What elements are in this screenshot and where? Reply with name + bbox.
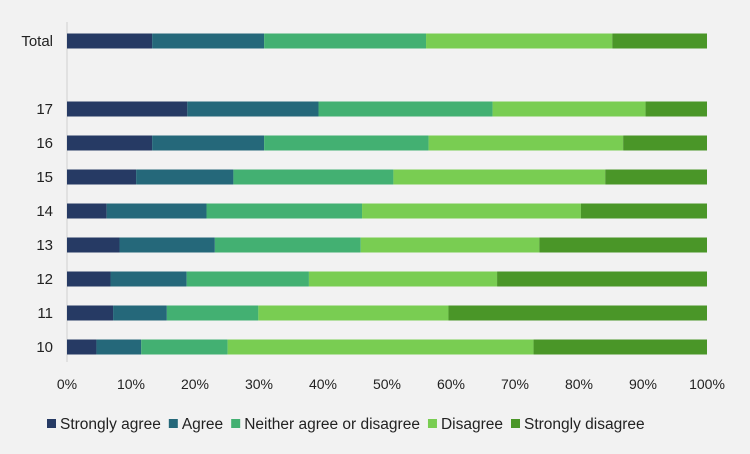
x-tick-label-20: 20%: [181, 376, 209, 392]
legend-swatch-neither-agree-or-disagree: [231, 419, 241, 428]
bar-15-agree: [136, 169, 234, 185]
x-tick-label-80: 80%: [565, 376, 593, 392]
bar-17-neither-agree-or-disagree: [318, 101, 493, 117]
x-axis-ticks: 0% 10% 20% 30% 40% 50% 60% 70% 80% 90% 100%: [57, 376, 725, 392]
category-label-12: 12: [36, 271, 53, 288]
legend-swatch-agree: [168, 419, 178, 428]
bars-layer: [67, 33, 707, 355]
bar-16-disagree: [428, 135, 624, 151]
bar-11-agree: [113, 305, 167, 321]
x-tick-label-50: 50%: [373, 376, 401, 392]
bar-10-agree: [96, 339, 142, 355]
bar-16-strongly-disagree: [623, 135, 707, 151]
bar-14-neither-agree-or-disagree: [206, 203, 363, 219]
bar-17-disagree: [492, 101, 646, 117]
category-labels: Total 17 16 15 14 13 12 11 10: [21, 33, 53, 356]
legend-label-disagree: Disagree: [441, 416, 503, 433]
bar-total-disagree: [426, 33, 613, 49]
x-tick-label-10: 10%: [117, 376, 145, 392]
bar-16-strongly-agree: [67, 135, 153, 151]
category-label-13: 13: [36, 237, 53, 254]
category-label-11: 11: [37, 305, 53, 322]
bar-12-strongly-agree: [67, 271, 111, 287]
bar-17-strongly-disagree: [645, 101, 707, 117]
x-tick-label-0: 0%: [57, 376, 77, 392]
bar-11-neither-agree-or-disagree: [166, 305, 259, 321]
x-tick-label-40: 40%: [309, 376, 337, 392]
x-tick-label-90: 90%: [629, 376, 657, 392]
bar-10-neither-agree-or-disagree: [141, 339, 228, 355]
category-label-total: Total: [21, 33, 53, 50]
bar-11-strongly-disagree: [448, 305, 707, 321]
bar-17-strongly-agree: [67, 101, 188, 117]
bar-13-disagree: [360, 237, 540, 253]
bar-14-strongly-disagree: [580, 203, 707, 219]
bar-16-neither-agree-or-disagree: [264, 135, 429, 151]
bar-10-disagree: [227, 339, 534, 355]
category-label-17: 17: [36, 101, 53, 118]
category-label-15: 15: [36, 169, 53, 186]
bar-12-neither-agree-or-disagree: [186, 271, 309, 287]
bar-15-strongly-agree: [67, 169, 137, 185]
bar-total-strongly-agree: [67, 33, 153, 49]
bar-total-agree: [152, 33, 265, 49]
category-label-10: 10: [36, 339, 53, 356]
category-label-14: 14: [36, 203, 53, 220]
legend-label-neither-agree-or-disagree: Neither agree or disagree: [244, 416, 420, 433]
legend-swatch-disagree: [427, 419, 437, 428]
bar-12-agree: [110, 271, 187, 287]
bar-15-disagree: [393, 169, 606, 185]
bar-14-strongly-agree: [67, 203, 107, 219]
bar-12-disagree: [308, 271, 498, 287]
legend-swatch-strongly-agree: [47, 419, 56, 428]
category-label-16: 16: [36, 135, 53, 152]
bar-total-neither-agree-or-disagree: [264, 33, 427, 49]
bar-16-agree: [152, 135, 265, 151]
bar-14-agree: [106, 203, 207, 219]
x-tick-label-60: 60%: [437, 376, 465, 392]
legend-swatch-strongly-disagree: [511, 419, 520, 428]
bar-13-strongly-agree: [67, 237, 120, 253]
bar-13-agree: [119, 237, 215, 253]
legend-label-strongly-agree: Strongly agree: [60, 416, 161, 433]
legend: Strongly agree Agree Neither agree or disa…: [47, 416, 645, 433]
legend-label-agree: Agree: [182, 416, 223, 433]
bar-14-disagree: [362, 203, 581, 219]
bar-11-disagree: [258, 305, 449, 321]
bar-15-strongly-disagree: [605, 169, 707, 185]
legend-label-strongly-disagree: Strongly disagree: [524, 416, 645, 433]
x-tick-label-100: 100%: [689, 376, 725, 392]
bar-17-agree: [187, 101, 319, 117]
bar-10-strongly-disagree: [533, 339, 707, 355]
bar-15-neither-agree-or-disagree: [233, 169, 394, 185]
bar-11-strongly-agree: [67, 305, 114, 321]
bar-13-neither-agree-or-disagree: [214, 237, 361, 253]
bar-12-strongly-disagree: [497, 271, 707, 287]
bar-13-strongly-disagree: [539, 237, 707, 253]
x-tick-label-70: 70%: [501, 376, 529, 392]
bar-total-strongly-disagree: [612, 33, 707, 49]
bar-10-strongly-agree: [67, 339, 97, 355]
x-tick-label-30: 30%: [245, 376, 273, 392]
